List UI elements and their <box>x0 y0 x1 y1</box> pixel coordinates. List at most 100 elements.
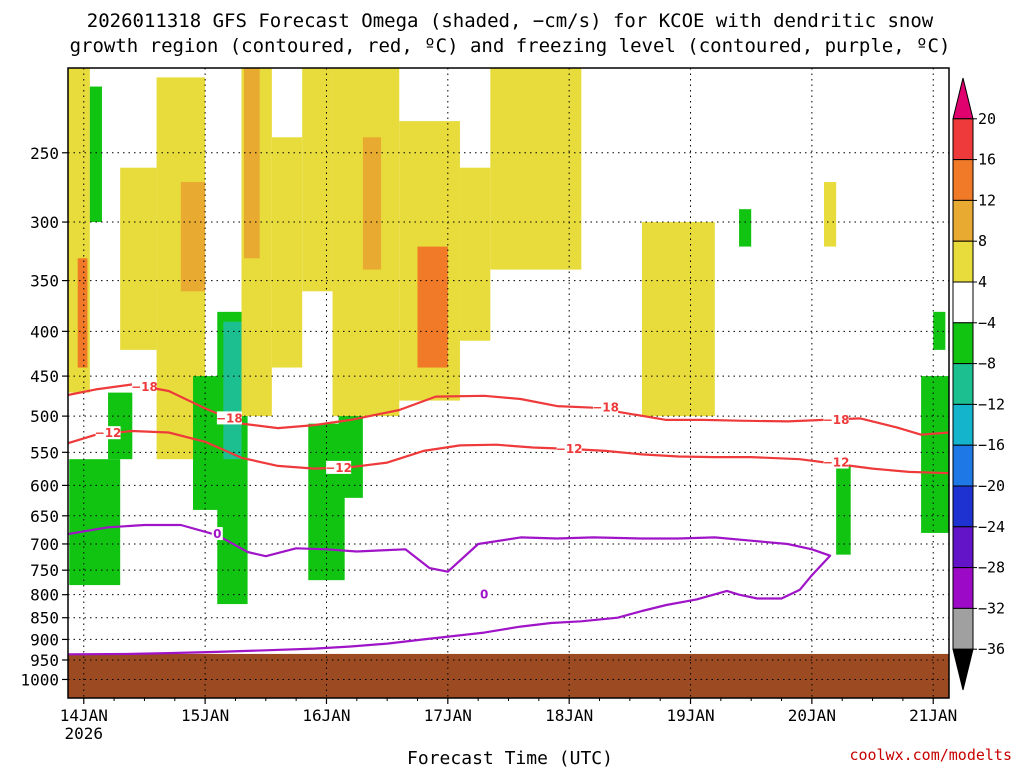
colorbar-cell <box>952 363 974 405</box>
contour-label: −12 <box>823 456 850 470</box>
y-tick-label: 750 <box>30 561 59 580</box>
colorbar-cell <box>952 118 974 161</box>
y-tick-label: 400 <box>30 322 59 341</box>
colorbar-label: 4 <box>978 273 987 291</box>
x-tick-label: 17JAN <box>424 706 472 725</box>
colorbar: 20 16 12 8 4 −4 −8 −12 −16 −20 −24 −28 −32 −36 <box>952 77 1005 691</box>
colorbar-label: 8 <box>978 232 987 250</box>
contour-label-background <box>823 412 849 426</box>
omega-cell <box>490 68 582 270</box>
ground-fill <box>68 653 949 698</box>
y-tick-label: 950 <box>30 651 59 670</box>
contour-label-background <box>478 587 490 601</box>
omega-shading <box>68 68 949 605</box>
colorbar-cell <box>952 199 974 242</box>
omega-cell <box>69 459 121 586</box>
colorbar-label: −4 <box>978 314 996 332</box>
colorbar-label: −24 <box>978 518 1005 536</box>
contour-label: −12 <box>325 461 352 475</box>
y-tick-label: 650 <box>30 507 59 526</box>
colorbar-label: −32 <box>978 599 1005 617</box>
y-tick-label: 500 <box>30 407 59 426</box>
colorbar-cell <box>952 607 974 650</box>
y-tick-label: 600 <box>30 476 59 495</box>
chart-title-line-1: 2026011318 GFS Forecast Omega (shaded, −… <box>87 10 934 32</box>
y-tick-label: 700 <box>30 535 59 554</box>
omega-cell <box>417 246 448 368</box>
x-tick-label: 20JAN <box>788 706 836 725</box>
colorbar-cell <box>952 567 974 609</box>
colorbar-arrow-top <box>952 77 974 120</box>
x-tick-label: 15JAN <box>181 706 229 725</box>
y-tick-label: 300 <box>30 213 59 232</box>
colorbar-label: 16 <box>978 151 996 169</box>
colorbar-label: 12 <box>978 191 996 209</box>
credit-link[interactable]: coolwx.com/modelts <box>849 746 1012 764</box>
x-tick-label: 18JAN <box>545 706 593 725</box>
omega-cell <box>108 392 133 460</box>
y-tick-label: 1000 <box>20 670 59 689</box>
contour-label: −18 <box>592 401 619 415</box>
contour-label: −18 <box>216 411 243 425</box>
omega-cell <box>362 137 382 270</box>
chart-title-line-2: growth region (contoured, red, ºC) and f… <box>70 35 951 57</box>
contour-label-background <box>131 379 157 393</box>
x-tick-label: 16JAN <box>302 706 350 725</box>
y-tick-label: 550 <box>30 443 59 462</box>
colorbar-label: −16 <box>978 436 1005 454</box>
omega-cell <box>223 321 242 460</box>
contour-label: −18 <box>131 380 158 394</box>
colorbar-cell <box>952 403 974 446</box>
omega-cell <box>89 86 102 223</box>
contour-label: −12 <box>556 442 583 456</box>
colorbar-label: −20 <box>978 477 1005 495</box>
colorbar-cell <box>952 485 974 528</box>
x-tick-label: 19JAN <box>666 706 714 725</box>
contour-label-background <box>95 426 121 440</box>
colorbar-arrow-bottom <box>952 648 974 691</box>
colorbar-cell <box>952 526 974 569</box>
x-tick-label: 14JAN <box>60 706 108 725</box>
y-tick-label: 800 <box>30 586 59 605</box>
colorbar-cell <box>952 240 974 283</box>
omega-cell <box>933 311 946 350</box>
contour-line <box>67 523 832 656</box>
y-tick-label: 450 <box>30 367 59 386</box>
omega-cell <box>921 376 949 533</box>
ground-layer <box>68 653 949 698</box>
y-tick-label: 250 <box>30 144 59 163</box>
omega-cell <box>77 258 88 368</box>
contour-label-background <box>823 455 849 469</box>
plot-area: −18 −18 −18 −18 −12 −12 −12 −12 0 0 <box>67 67 950 699</box>
colorbar-cell <box>952 444 974 487</box>
omega-cell <box>180 182 206 292</box>
omega-cell <box>120 167 157 350</box>
contour-label-background <box>326 460 352 474</box>
contour-label-background <box>556 441 582 455</box>
colorbar-label: 20 <box>978 110 996 128</box>
x-tick-sublabel: 2026 <box>65 724 104 743</box>
y-tick-label: 350 <box>30 272 59 291</box>
contour-label: −12 <box>95 426 122 440</box>
colorbar-cell <box>952 281 974 324</box>
chart-title: 2026011318 GFS Forecast Omega (shaded, −… <box>70 10 951 57</box>
colorbar-label: −12 <box>978 395 1005 413</box>
contour-label: 0 <box>213 527 221 541</box>
colorbar-cell <box>952 322 974 365</box>
omega-cell <box>641 222 715 417</box>
omega-cell <box>243 68 260 259</box>
contour-label-background <box>216 411 242 425</box>
contour-label: −18 <box>823 413 850 427</box>
x-tick-label: 21JAN <box>909 706 957 725</box>
y-axis: 250 300 350 400 450 500 550 600 650 700 750 800 850 9… <box>20 144 68 689</box>
x-axis-title: Forecast Time (UTC) <box>407 748 613 768</box>
omega-cell <box>739 209 752 247</box>
y-tick-label: 900 <box>30 630 59 649</box>
temperature-contours: −18 −18 −18 −18 −12 −12 −12 −12 0 0 <box>67 379 950 656</box>
colorbar-cell <box>952 159 974 201</box>
colorbar-label: −28 <box>978 559 1005 577</box>
contour-label: 0 <box>480 588 488 602</box>
colorbar-label: −8 <box>978 355 996 373</box>
